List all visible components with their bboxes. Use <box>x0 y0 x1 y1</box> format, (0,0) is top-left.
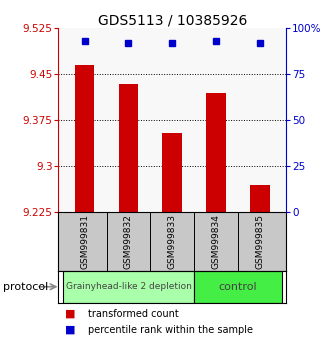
Bar <box>250 185 270 212</box>
Text: control: control <box>219 282 257 292</box>
Text: GSM999834: GSM999834 <box>212 214 221 269</box>
Text: GSM999835: GSM999835 <box>255 214 264 269</box>
Text: ■: ■ <box>65 309 76 319</box>
Text: transformed count: transformed count <box>88 309 179 319</box>
Title: GDS5113 / 10385926: GDS5113 / 10385926 <box>98 13 247 27</box>
Text: GSM999832: GSM999832 <box>124 214 133 269</box>
Bar <box>75 65 95 212</box>
Text: GSM999833: GSM999833 <box>168 214 177 269</box>
Bar <box>194 271 282 303</box>
Bar <box>63 271 194 303</box>
Text: ■: ■ <box>65 325 76 335</box>
Text: percentile rank within the sample: percentile rank within the sample <box>88 325 253 335</box>
Text: GSM999831: GSM999831 <box>80 214 89 269</box>
Text: protocol: protocol <box>3 282 49 292</box>
Bar <box>206 93 226 212</box>
Bar <box>163 133 182 212</box>
Text: Grainyhead-like 2 depletion: Grainyhead-like 2 depletion <box>66 282 191 291</box>
Bar <box>119 84 138 212</box>
